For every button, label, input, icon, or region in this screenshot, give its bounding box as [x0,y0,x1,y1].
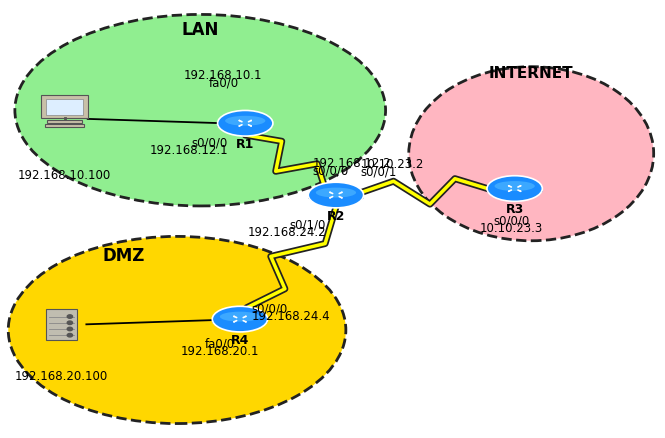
Ellipse shape [487,187,543,196]
Text: s0/0/0: s0/0/0 [493,215,529,228]
Text: 192.168.12.2: 192.168.12.2 [313,157,392,170]
Text: s0/0/1: s0/0/1 [360,166,397,179]
Bar [46,309,76,340]
Text: 192.168.10.1: 192.168.10.1 [184,69,263,82]
Text: R3: R3 [505,203,524,216]
Text: LAN: LAN [182,21,219,39]
Text: s0/1/0: s0/1/0 [290,219,326,232]
Ellipse shape [309,194,364,203]
Ellipse shape [309,182,364,208]
Text: fa0/0: fa0/0 [208,77,239,90]
Text: 10.10.23.3: 10.10.23.3 [479,222,543,235]
Ellipse shape [212,306,267,332]
Circle shape [67,333,72,337]
Ellipse shape [217,122,273,131]
Ellipse shape [212,318,267,327]
Circle shape [67,315,72,318]
Text: 192.168.20.100: 192.168.20.100 [15,370,108,383]
Text: 192.168.24.2: 192.168.24.2 [247,226,326,240]
Text: INTERNET: INTERNET [489,66,573,81]
Text: 192.168.12.1: 192.168.12.1 [150,144,228,157]
Text: 192.168.20.1: 192.168.20.1 [181,345,259,358]
Ellipse shape [495,181,535,191]
Ellipse shape [225,116,265,126]
Bar [45,124,84,127]
Text: 192.168.10.100: 192.168.10.100 [18,169,111,182]
Ellipse shape [15,14,386,206]
Circle shape [67,327,72,331]
Text: R4: R4 [231,334,249,346]
Text: fa0/0: fa0/0 [205,337,235,350]
Text: s0/0/0: s0/0/0 [192,136,228,149]
Bar [41,95,88,118]
Ellipse shape [316,187,356,198]
Text: s0/0/0: s0/0/0 [252,303,288,315]
Ellipse shape [487,176,543,201]
Bar [46,99,83,115]
Circle shape [67,321,72,325]
Text: R1: R1 [236,138,255,151]
Text: DMZ: DMZ [103,247,145,265]
Ellipse shape [8,237,346,424]
Text: s0/0/0: s0/0/0 [313,165,349,178]
Ellipse shape [409,67,654,241]
Ellipse shape [217,110,273,136]
Text: 10.10.23.2: 10.10.23.2 [360,158,424,171]
Ellipse shape [220,312,260,321]
Text: R2: R2 [327,210,345,223]
Bar [47,120,82,123]
Text: 192.168.24.4: 192.168.24.4 [252,310,331,323]
